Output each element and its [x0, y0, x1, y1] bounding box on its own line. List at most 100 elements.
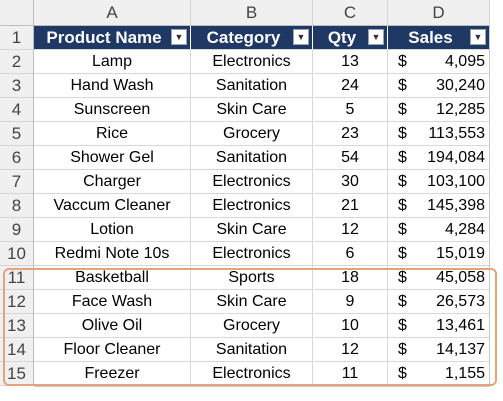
header-label: Qty — [327, 27, 357, 47]
row-header[interactable]: 1 — [0, 26, 34, 50]
filter-dropdown-icon[interactable]: ▼ — [470, 29, 486, 45]
sales-value: 30,240 — [436, 76, 485, 94]
table-cell-product[interactable]: Floor Cleaner — [34, 338, 191, 362]
table-cell-sales[interactable]: $4,284 — [388, 218, 490, 242]
header-cell-qty[interactable]: Qty ▼ — [313, 26, 388, 50]
row-header[interactable]: 4 — [0, 98, 34, 122]
table-cell-qty[interactable]: 13 — [313, 50, 388, 74]
table-cell-qty[interactable]: 12 — [313, 218, 388, 242]
table-cell-qty[interactable]: 11 — [313, 362, 388, 386]
currency-symbol: $ — [398, 244, 407, 262]
table-cell-qty[interactable]: 23 — [313, 122, 388, 146]
table-cell-category[interactable]: Electronics — [191, 194, 313, 218]
row-header[interactable]: 9 — [0, 218, 34, 242]
table-cell-category[interactable]: Sanitation — [191, 74, 313, 98]
sales-value: 145,398 — [427, 196, 485, 214]
currency-symbol: $ — [398, 292, 407, 310]
table-cell-qty[interactable]: 54 — [313, 146, 388, 170]
table-cell-product[interactable]: Vaccum Cleaner — [34, 194, 191, 218]
row-header[interactable]: 5 — [0, 122, 34, 146]
header-cell-category[interactable]: Category ▼ — [191, 26, 313, 50]
currency-symbol: $ — [398, 196, 407, 214]
row-header[interactable]: 10 — [0, 242, 34, 266]
table-cell-product[interactable]: Shower Gel — [34, 146, 191, 170]
table-cell-category[interactable]: Electronics — [191, 170, 313, 194]
header-label: Product Name — [46, 27, 162, 47]
table-cell-qty[interactable]: 12 — [313, 338, 388, 362]
table-cell-qty[interactable]: 30 — [313, 170, 388, 194]
currency-symbol: $ — [398, 172, 407, 190]
currency-symbol: $ — [398, 268, 407, 286]
table-cell-qty[interactable]: 6 — [313, 242, 388, 266]
table-cell-sales[interactable]: $12,285 — [388, 98, 490, 122]
row-header[interactable]: 15 — [0, 362, 34, 386]
table-cell-category[interactable]: Skin Care — [191, 218, 313, 242]
table-cell-sales[interactable]: $30,240 — [388, 74, 490, 98]
table-cell-category[interactable]: Sanitation — [191, 338, 313, 362]
row-header[interactable]: 13 — [0, 314, 34, 338]
table-cell-product[interactable]: Basketball — [34, 266, 191, 290]
header-cell-sales[interactable]: Sales ▼ — [388, 26, 490, 50]
table-cell-sales[interactable]: $45,058 — [388, 266, 490, 290]
row-header[interactable]: 3 — [0, 74, 34, 98]
table-cell-category[interactable]: Skin Care — [191, 98, 313, 122]
header-label: Category — [206, 27, 281, 47]
header-label: Sales — [408, 27, 453, 47]
table-cell-sales[interactable]: $26,573 — [388, 290, 490, 314]
currency-symbol: $ — [398, 364, 407, 382]
filter-dropdown-icon[interactable]: ▼ — [171, 29, 187, 45]
column-header-b[interactable]: B — [191, 0, 313, 26]
filter-dropdown-icon[interactable]: ▼ — [368, 29, 384, 45]
filter-dropdown-icon[interactable]: ▼ — [293, 29, 309, 45]
header-cell-product[interactable]: Product Name ▼ — [34, 26, 191, 50]
table-cell-sales[interactable]: $113,553 — [388, 122, 490, 146]
select-all-corner[interactable] — [0, 0, 34, 26]
table-cell-product[interactable]: Hand Wash — [34, 74, 191, 98]
table-cell-qty[interactable]: 5 — [313, 98, 388, 122]
table-cell-sales[interactable]: $103,100 — [388, 170, 490, 194]
table-cell-category[interactable]: Sanitation — [191, 146, 313, 170]
table-cell-product[interactable]: Rice — [34, 122, 191, 146]
table-cell-product[interactable]: Lamp — [34, 50, 191, 74]
table-cell-category[interactable]: Grocery — [191, 314, 313, 338]
table-cell-category[interactable]: Skin Care — [191, 290, 313, 314]
table-cell-category[interactable]: Grocery — [191, 122, 313, 146]
column-header-a[interactable]: A — [34, 0, 191, 26]
table-cell-qty[interactable]: 24 — [313, 74, 388, 98]
row-header[interactable]: 7 — [0, 170, 34, 194]
row-header[interactable]: 2 — [0, 50, 34, 74]
table-cell-sales[interactable]: $194,084 — [388, 146, 490, 170]
table-cell-sales[interactable]: $14,137 — [388, 338, 490, 362]
row-header[interactable]: 6 — [0, 146, 34, 170]
sales-value: 45,058 — [436, 268, 485, 286]
table-cell-category[interactable]: Electronics — [191, 50, 313, 74]
table-cell-product[interactable]: Lotion — [34, 218, 191, 242]
table-cell-product[interactable]: Redmi Note 10s — [34, 242, 191, 266]
column-header-d[interactable]: D — [388, 0, 490, 26]
table-cell-qty[interactable]: 18 — [313, 266, 388, 290]
table-cell-sales[interactable]: $1,155 — [388, 362, 490, 386]
sales-value: 4,284 — [444, 220, 485, 238]
row-header[interactable]: 14 — [0, 338, 34, 362]
currency-symbol: $ — [398, 52, 407, 70]
table-cell-product[interactable]: Sunscreen — [34, 98, 191, 122]
row-header[interactable]: 11 — [0, 266, 34, 290]
table-cell-sales[interactable]: $15,019 — [388, 242, 490, 266]
table-cell-sales[interactable]: $4,095 — [388, 50, 490, 74]
table-cell-qty[interactable]: 21 — [313, 194, 388, 218]
row-header[interactable]: 12 — [0, 290, 34, 314]
table-cell-sales[interactable]: $13,461 — [388, 314, 490, 338]
table-cell-product[interactable]: Charger — [34, 170, 191, 194]
table-cell-qty[interactable]: 9 — [313, 290, 388, 314]
currency-symbol: $ — [398, 316, 407, 334]
row-header[interactable]: 8 — [0, 194, 34, 218]
table-cell-category[interactable]: Electronics — [191, 242, 313, 266]
table-cell-product[interactable]: Freezer — [34, 362, 191, 386]
table-cell-category[interactable]: Electronics — [191, 362, 313, 386]
table-cell-product[interactable]: Face Wash — [34, 290, 191, 314]
table-cell-qty[interactable]: 10 — [313, 314, 388, 338]
table-cell-product[interactable]: Olive Oil — [34, 314, 191, 338]
table-cell-sales[interactable]: $145,398 — [388, 194, 490, 218]
table-cell-category[interactable]: Sports — [191, 266, 313, 290]
column-header-c[interactable]: C — [313, 0, 388, 26]
